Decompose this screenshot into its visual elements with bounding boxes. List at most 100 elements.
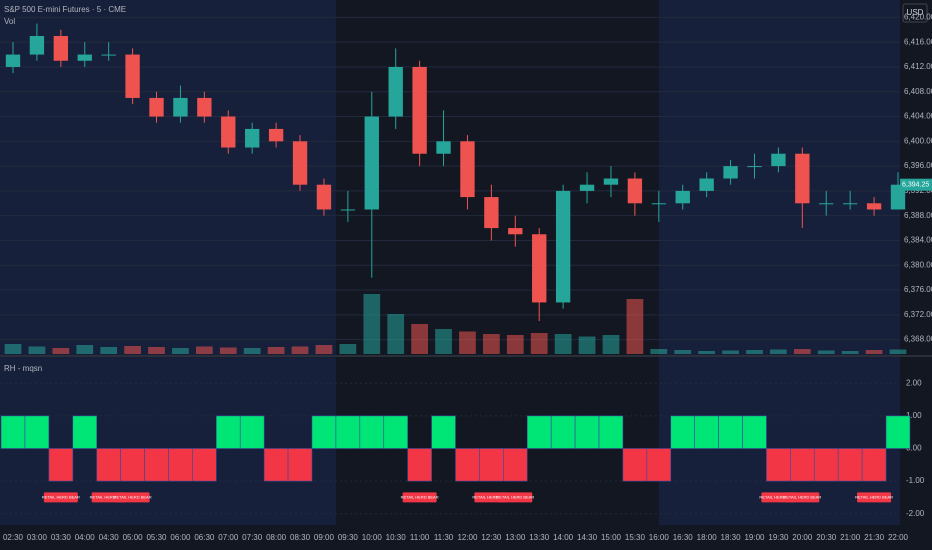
candle-body: [819, 203, 834, 205]
volume-label: Vol: [4, 17, 15, 26]
candle-body: [5, 54, 21, 67]
signal-label: RETAIL HERD BEAR: [496, 494, 534, 499]
indicator-bar: [790, 448, 815, 482]
candle-body: [340, 209, 356, 211]
volume-bar: [52, 348, 70, 354]
signal-label: RETAIL HERD BEAR: [783, 494, 821, 499]
indicator-bar: [263, 448, 289, 482]
indicator-bar: [766, 448, 791, 482]
indicator-bar: [192, 448, 217, 482]
indicator-bar: [144, 448, 169, 482]
x-tick-label: 06:00: [170, 533, 191, 542]
indicator-bar: [407, 448, 432, 482]
volume-bar: [195, 346, 213, 354]
candle-body: [173, 97, 188, 117]
candle-body: [436, 141, 451, 154]
x-tick-label: 15:00: [601, 533, 622, 542]
indicator-bar: [311, 415, 337, 449]
signal-tag: [857, 492, 892, 503]
x-tick-label: 10:30: [386, 533, 407, 542]
indicator-bar: [431, 415, 456, 449]
volume-bar: [100, 347, 118, 354]
volume-bar: [459, 331, 476, 354]
candle-body: [579, 184, 595, 191]
y-tick-label: 6,380.00: [904, 260, 932, 269]
x-tick-label: 19:00: [744, 533, 765, 542]
x-tick-label: 21:00: [840, 533, 861, 542]
candle-body: [508, 228, 523, 235]
y-tick-label: 6,388.00: [904, 211, 932, 220]
signal-tag: [785, 492, 820, 503]
y-tick-label: 6,412.00: [904, 62, 932, 71]
volume-bar: [243, 348, 261, 354]
volume-bar: [483, 334, 500, 354]
volume-bar: [411, 324, 428, 354]
currency-button[interactable]: [902, 3, 928, 23]
indicator-bar: [718, 415, 743, 449]
signal-tag: [115, 492, 150, 503]
candle-body: [268, 128, 284, 142]
volume-bar: [530, 333, 548, 354]
indicator-bar: [335, 415, 361, 449]
signal-tag: [402, 492, 437, 503]
y-tick-label: 6,420.00: [904, 13, 932, 22]
indicator-bar: [479, 448, 504, 482]
candle-body: [292, 141, 308, 185]
indicator-bar: [622, 448, 648, 482]
y-tick-label: 6,400.00: [904, 136, 932, 145]
volume-bar: [889, 349, 907, 354]
volume-bar: [339, 344, 357, 354]
indicator-bar: [742, 415, 767, 449]
candle-body: [651, 203, 666, 205]
candle-body: [221, 116, 236, 148]
x-tick-label: 16:30: [673, 533, 694, 542]
x-tick-label: 06:30: [194, 533, 215, 542]
indicator-bar: [694, 415, 719, 449]
candle-body: [197, 97, 212, 117]
indicator-bar: [885, 415, 911, 449]
volume-bar: [698, 351, 716, 354]
signal-label: RETAIL HERD BEAR: [401, 494, 439, 499]
volume-bar: [793, 349, 811, 354]
x-tick-label: 08:30: [290, 533, 311, 542]
volume-bar: [578, 336, 596, 354]
candle-body: [388, 66, 403, 117]
indicator-bar: [287, 448, 313, 482]
candle-body: [866, 203, 882, 210]
signal-label: RETAIL HERD BEAR: [42, 494, 80, 499]
indicator-bar: [216, 415, 241, 449]
x-tick-label: 12:30: [481, 533, 502, 542]
y2-tick-label: -2.00: [906, 509, 925, 518]
currency[interactable]: USD: [907, 8, 924, 17]
x-tick-label: 13:00: [505, 533, 526, 542]
candle-body: [627, 178, 643, 204]
indicator-bar: [120, 448, 145, 482]
volume-bar: [435, 329, 452, 354]
indicator-bar: [813, 448, 839, 482]
indicator-bar: [239, 415, 265, 449]
x-tick-label: 05:30: [146, 533, 167, 542]
candle-body: [101, 54, 116, 56]
y-tick-label: 6,384.00: [904, 236, 932, 245]
volume-bar: [506, 335, 524, 354]
x-tick-label: 18:30: [721, 533, 742, 542]
candle-body: [842, 203, 858, 205]
indicator-bar: [646, 448, 672, 482]
indicator-title: RH - mqsn: [4, 364, 42, 373]
signal-label: RETAIL HERD BEAR: [855, 494, 893, 499]
signal-label: RETAIL HERD BEAR: [759, 494, 797, 499]
x-tick-label: 09:00: [314, 533, 335, 542]
volume-bar: [315, 345, 333, 354]
x-tick-label: 05:00: [123, 533, 144, 542]
y-tick-label: 6,376.00: [904, 285, 932, 294]
indicator-bar: [670, 415, 695, 449]
indicator-bar: [383, 415, 408, 449]
x-tick-label: 22:00: [888, 533, 909, 542]
x-tick-label: 14:00: [553, 533, 574, 542]
y-tick-label: 6,416.00: [904, 37, 932, 46]
candle-body: [77, 54, 92, 61]
volume-bar: [76, 345, 94, 354]
volume-bar: [219, 347, 237, 354]
volume-bar: [841, 351, 859, 354]
candle-body: [603, 178, 619, 185]
